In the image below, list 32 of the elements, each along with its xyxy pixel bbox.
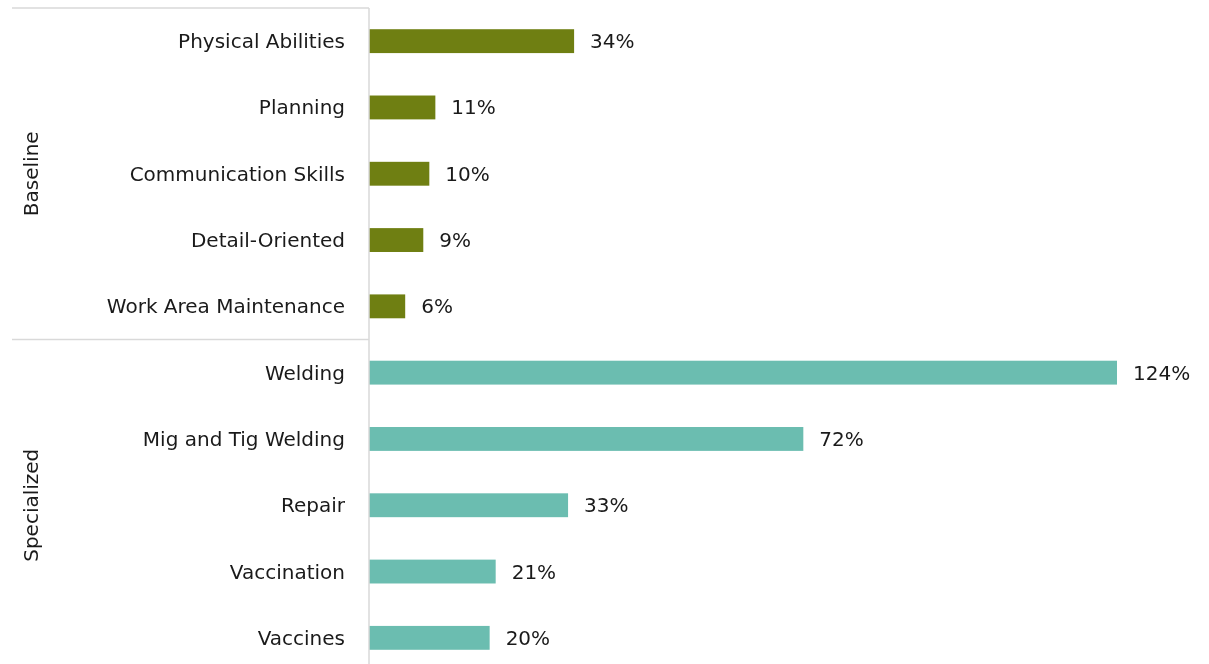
data-label: 20%: [505, 625, 551, 650]
data-label: 124%: [1133, 360, 1191, 385]
data-label: 11%: [451, 95, 496, 120]
bar: [369, 228, 424, 252]
bar: [369, 559, 496, 584]
y-tick-label: Repair: [280, 493, 346, 518]
data-label: 34%: [590, 29, 635, 54]
y-tick-label: Work Area Maintenance: [106, 294, 345, 319]
bar: [369, 294, 406, 319]
data-label: 72%: [819, 426, 864, 451]
bar: [369, 427, 804, 451]
bar: [369, 95, 436, 120]
y-tick-label: Physical Abilities: [178, 29, 345, 54]
y-tick-label: Vaccination: [229, 559, 345, 584]
y-tick-label: Vaccines: [257, 625, 345, 650]
y-tick-label: Welding: [264, 360, 345, 385]
bar: [369, 493, 569, 518]
bar: [369, 360, 1117, 385]
data-label: 10%: [445, 161, 490, 186]
data-label: 33%: [584, 493, 629, 518]
y-tick-label: Communication Skills: [129, 161, 345, 186]
y-tick-label: Planning: [258, 95, 345, 120]
y-tick-label: Detail-Oriented: [190, 228, 345, 253]
text: Specialized: [19, 448, 43, 562]
data-label: 21%: [511, 559, 557, 584]
text: Baseline: [19, 131, 43, 217]
bar: [369, 29, 575, 54]
data-label: 6%: [421, 294, 453, 319]
data-label: 9%: [439, 228, 472, 253]
bar: [369, 625, 490, 650]
y-tick-label: Mig and Tig Welding: [142, 426, 345, 451]
bar: [369, 161, 430, 186]
